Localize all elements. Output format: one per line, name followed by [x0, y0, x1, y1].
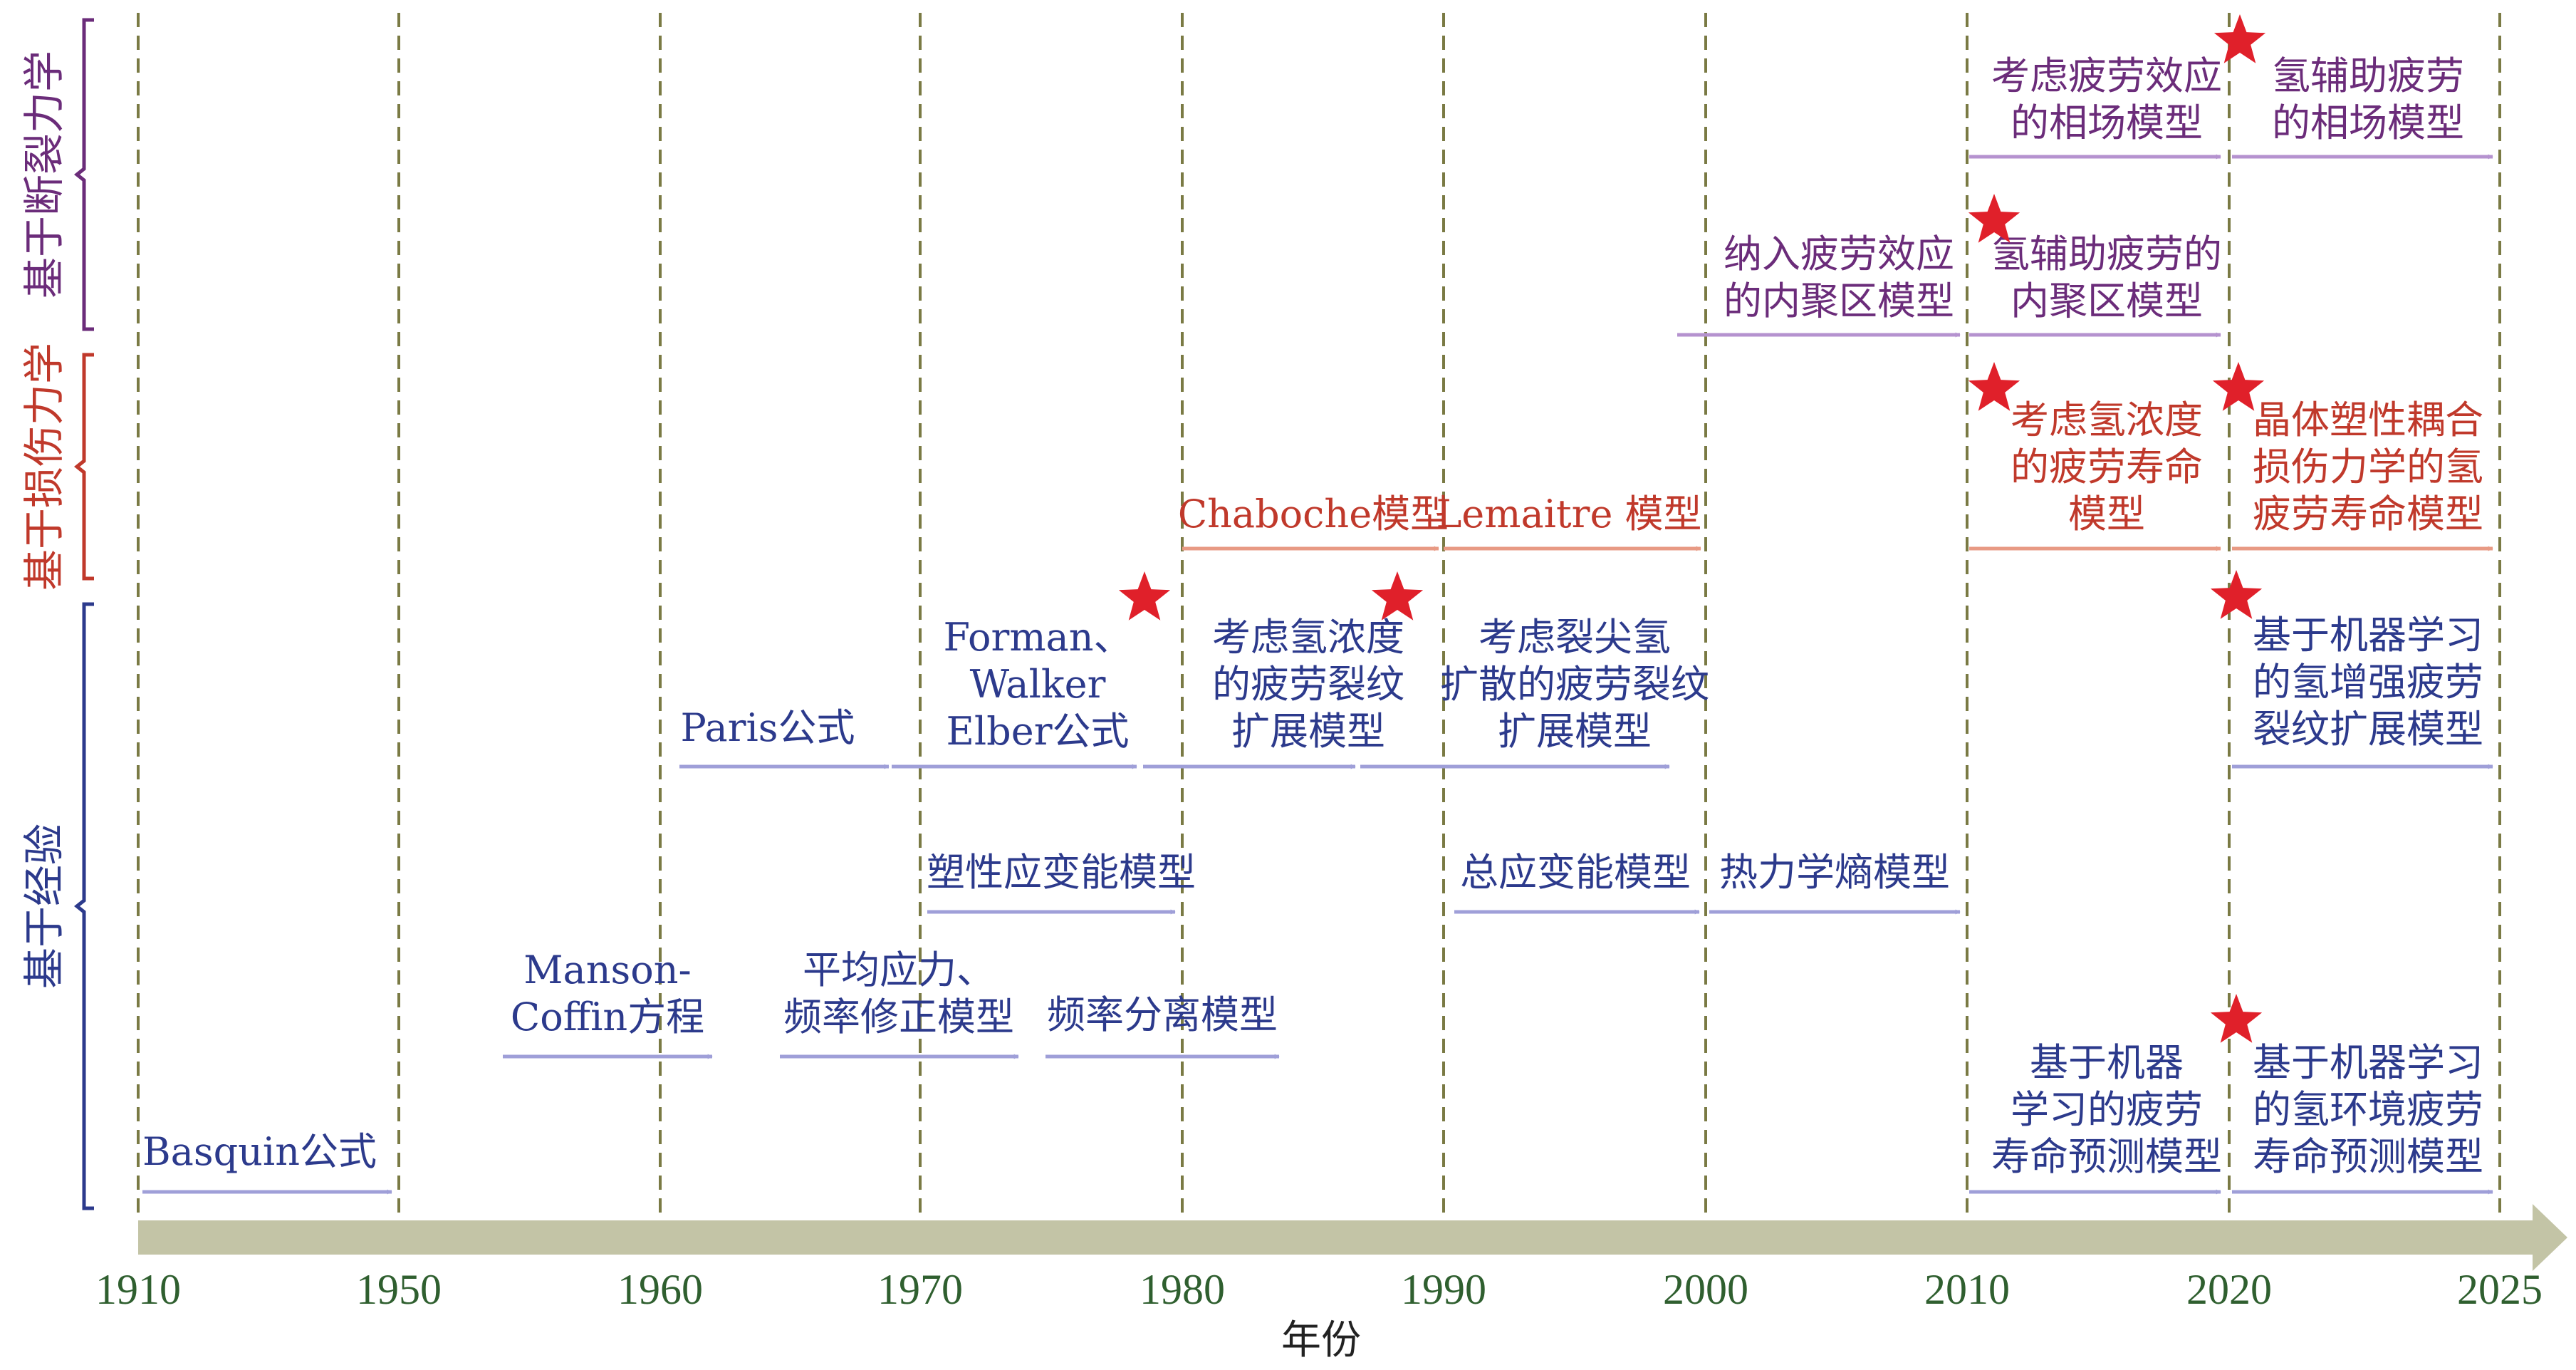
model-label-line: 损伤力学的氢 — [2253, 445, 2483, 489]
tick-label-1910: 1910 — [95, 1266, 181, 1313]
model-label-ml-h-env-life: 基于机器学习的氢环境疲劳寿命预测模型 — [2253, 1040, 2483, 1179]
model-label-line: 纳入疲劳效应 — [1724, 232, 1954, 276]
tick-label-2000: 2000 — [1663, 1266, 1748, 1313]
model-label-h-conc-fatigue-life: 考虑氢浓度的疲劳寿命模型 — [2011, 398, 2203, 536]
model-label-line: Walker — [970, 662, 1106, 707]
model-label-line: 模型 — [2068, 492, 2145, 536]
model-label-line: 寿命预测模型 — [1991, 1134, 2222, 1179]
model-label-line: Elber公式 — [946, 709, 1129, 754]
star-icon — [2210, 570, 2263, 619]
model-label-line: 氢辅助疲劳 — [2272, 53, 2464, 98]
model-label-line: 频率分离模型 — [1047, 992, 1278, 1037]
star-icon — [2213, 14, 2266, 63]
tick-label-1990: 1990 — [1401, 1266, 1486, 1313]
model-label-line: 寿命预测模型 — [2253, 1134, 2483, 1179]
time-axis: 1910 1950 1960 1970 1980 1990 2000 2010 2020 2025 — [95, 1204, 2567, 1313]
model-label-line: Basquin公式 — [142, 1129, 377, 1174]
category-label-empirical: 基于经验 — [20, 824, 68, 989]
model-label-line: 的相场模型 — [2272, 100, 2464, 145]
bracket-empirical — [73, 602, 94, 1210]
model-label-ml-h-crack-growth: 基于机器学习的氢增强疲劳裂纹扩展模型 — [2253, 613, 2483, 752]
model-label-line: 基于机器 — [2030, 1040, 2184, 1085]
model-label-line: 平均应力、 — [803, 948, 995, 992]
bracket-fracture — [73, 18, 94, 331]
model-label-line: Lemaitre 模型 — [1436, 492, 1701, 536]
star-icon — [2210, 994, 2263, 1043]
star-icon — [1968, 362, 2020, 411]
model-label-line: 的相场模型 — [2011, 100, 2203, 145]
star-icon — [1968, 194, 2020, 243]
model-label-phase-field-fatigue: 考虑疲劳效应的相场模型 — [1991, 53, 2222, 145]
model-label-paris: Paris公式 — [681, 705, 855, 750]
model-label-line: Forman、 — [943, 615, 1132, 660]
model-label-line: 晶体塑性耦合 — [2253, 398, 2483, 442]
model-label-freq-separation: 频率分离模型 — [1047, 992, 1278, 1037]
tick-label-1970: 1970 — [877, 1266, 963, 1313]
model-label-line: 扩散的疲劳裂纹 — [1440, 662, 1709, 707]
tick-label-2025: 2025 — [2457, 1266, 2543, 1313]
model-label-line: 考虑氢浓度 — [2011, 398, 2203, 442]
model-label-h-conc-crack-growth: 考虑氢浓度的疲劳裂纹扩展模型 — [1212, 615, 1404, 754]
model-label-line: Coffin方程 — [511, 995, 704, 1039]
model-label-line: 的疲劳寿命 — [2011, 445, 2203, 489]
model-label-h-phase-field: 氢辅助疲劳的相场模型 — [2272, 53, 2464, 145]
tick-label-1960: 1960 — [617, 1266, 703, 1313]
model-label-line: Chaboche模型 — [1178, 492, 1449, 536]
model-label-line: 基于机器学习 — [2253, 613, 2483, 658]
model-label-crack-tip-h-diffusion: 考虑裂尖氢扩散的疲劳裂纹扩展模型 — [1440, 615, 1709, 754]
model-label-crystal-plasticity: 晶体塑性耦合损伤力学的氢疲劳寿命模型 — [2253, 398, 2483, 536]
star-icon — [1118, 571, 1171, 621]
axis-bar — [138, 1204, 2567, 1271]
model-label-line: 扩展模型 — [1498, 709, 1652, 754]
category-label-fracture: 基于断裂力学 — [20, 51, 68, 299]
model-label-line: 考虑氢浓度 — [1212, 615, 1404, 660]
model-label-line: 内聚区模型 — [2011, 279, 2203, 323]
tick-label-2020: 2020 — [2186, 1266, 2272, 1313]
model-label-line: 热力学熵模型 — [1719, 850, 1950, 895]
model-label-basquin: Basquin公式 — [142, 1129, 377, 1174]
model-label-line: 总应变能模型 — [1460, 850, 1691, 895]
model-label-line: 的氢增强疲劳 — [2253, 660, 2483, 705]
model-label-line: 考虑裂尖氢 — [1479, 615, 1671, 660]
model-label-line: 塑性应变能模型 — [927, 850, 1196, 895]
tick-label-1950: 1950 — [356, 1266, 442, 1313]
year-gridlines — [137, 13, 2501, 1220]
category-label-damage: 基于损伤力学 — [20, 343, 68, 591]
model-label-lemaitre: Lemaitre 模型 — [1436, 492, 1701, 536]
model-label-line: 频率修正模型 — [783, 995, 1014, 1039]
model-label-forman-walker-elber: Forman、 Walker Elber公式 — [943, 615, 1132, 754]
bracket-damage — [73, 353, 94, 581]
model-label-thermo-entropy: 热力学熵模型 — [1719, 850, 1950, 895]
model-label-line: Paris公式 — [681, 705, 855, 750]
model-label-manson-coffin: Manson-Coffin方程 — [511, 948, 704, 1039]
model-label-line: 基于机器学习 — [2253, 1040, 2483, 1085]
model-label-mean-stress: 平均应力、频率修正模型 — [783, 948, 1014, 1039]
model-label-line: Manson- — [523, 948, 692, 992]
tick-label-1980: 1980 — [1140, 1266, 1225, 1313]
model-label-h-cohesive-zone: 氢辅助疲劳的内聚区模型 — [1991, 232, 2222, 323]
model-label-line: 的氢环境疲劳 — [2253, 1087, 2483, 1132]
star-icon — [2212, 362, 2265, 411]
model-label-line: 学习的疲劳 — [2011, 1087, 2203, 1132]
model-label-line: 考虑疲劳效应 — [1991, 53, 2222, 98]
tick-label-2010: 2010 — [1924, 1266, 2010, 1313]
model-label-plastic-strain-energy: 塑性应变能模型 — [927, 850, 1196, 895]
hydrogen-stars — [1118, 14, 2266, 1043]
model-label-line: 氢辅助疲劳的 — [1991, 232, 2222, 276]
axis-title: 年份 — [1281, 1317, 1361, 1364]
model-label-cohesive-zone-fatigue: 纳入疲劳效应的内聚区模型 — [1724, 232, 1954, 323]
model-arrows — [142, 154, 2493, 1195]
star-icon — [1371, 571, 1424, 621]
model-label-line: 扩展模型 — [1231, 709, 1385, 754]
model-label-line: 裂纹扩展模型 — [2253, 707, 2483, 752]
model-label-line: 的内聚区模型 — [1724, 279, 1954, 323]
model-label-chaboche: Chaboche模型 — [1178, 492, 1449, 536]
model-label-line: 疲劳寿命模型 — [2253, 492, 2483, 536]
model-label-line: 的疲劳裂纹 — [1212, 662, 1404, 707]
model-label-total-strain-energy: 总应变能模型 — [1460, 850, 1691, 895]
model-label-ml-fatigue-life: 基于机器学习的疲劳寿命预测模型 — [1991, 1040, 2222, 1179]
